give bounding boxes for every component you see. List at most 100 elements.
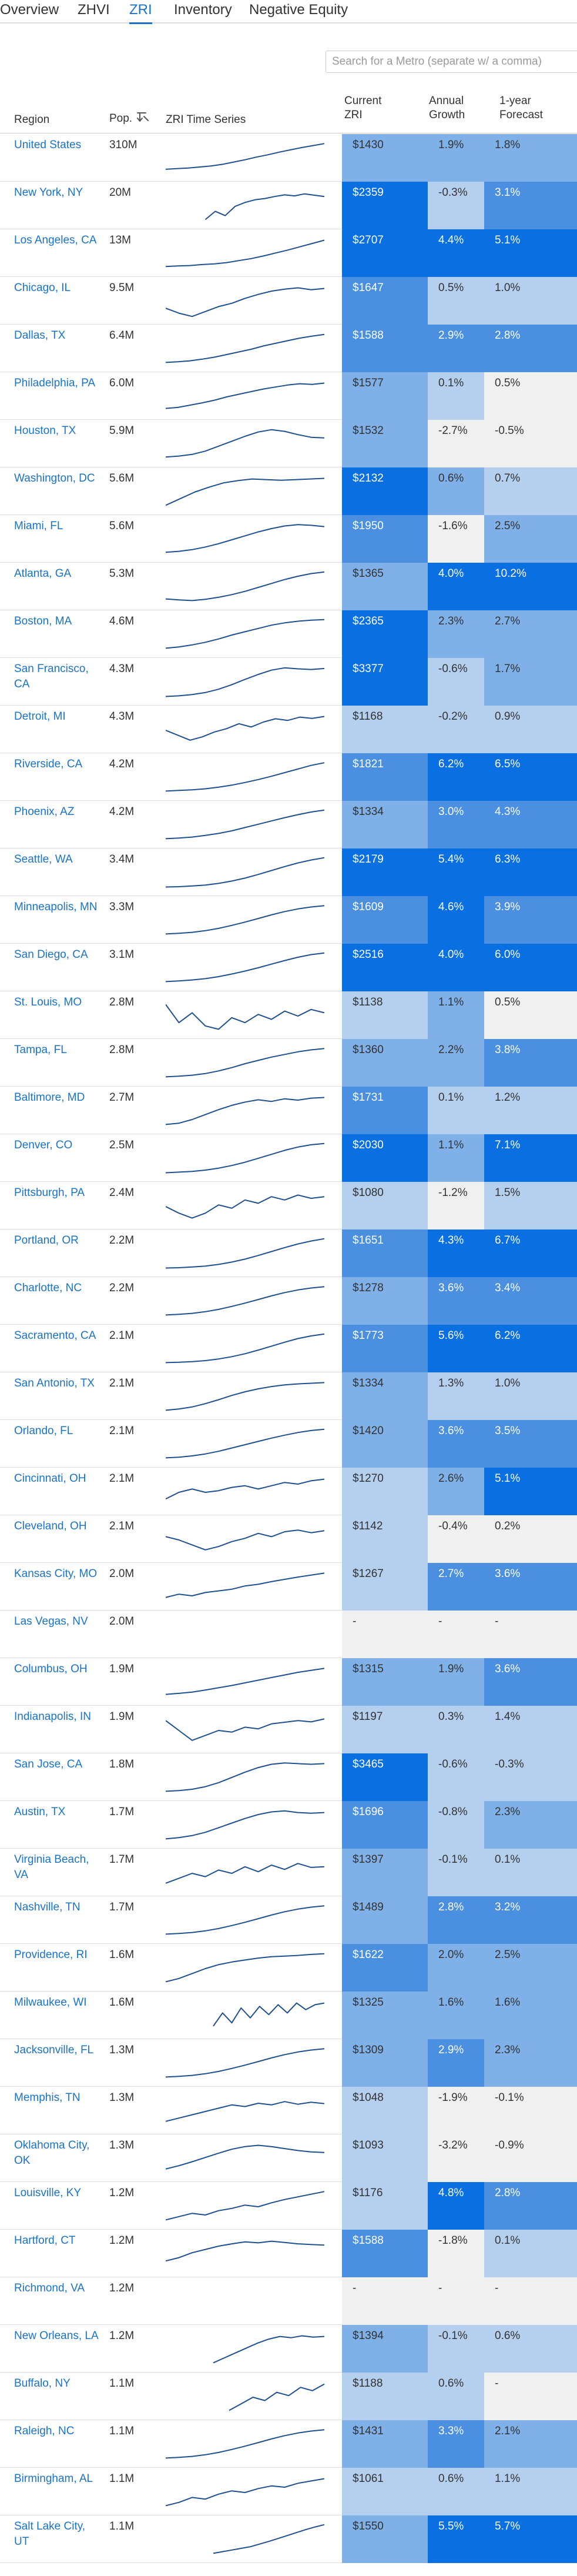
region-link-san-francisco-ca[interactable]: San Francisco, CA — [14, 663, 89, 690]
region-link-st-louis-mo[interactable]: St. Louis, MO — [14, 996, 82, 1008]
region-link-raleigh-nc[interactable]: Raleigh, NC — [14, 2425, 75, 2437]
row-divider — [0, 562, 342, 563]
current-zri-value: $1360 — [342, 1039, 428, 1087]
region-link-kansas-city-mo[interactable]: Kansas City, MO — [14, 1568, 98, 1580]
tab-zri[interactable]: ZRI — [129, 0, 152, 24]
region-link-richmond-va[interactable]: Richmond, VA — [14, 2282, 85, 2294]
forecast-value: - — [484, 1611, 577, 1658]
sparkline-path — [166, 1762, 325, 1792]
table-row: Richmond, VA 1.2M - - - — [0, 2277, 577, 2325]
header-region[interactable]: Region — [14, 113, 50, 126]
sparkline-path — [166, 1428, 325, 1459]
population-value: 2.2M — [109, 1234, 135, 1247]
table-row: Portland, OR 2.2M $1651 4.3% 6.7% — [0, 1229, 577, 1277]
tab-inventory[interactable]: Inventory — [174, 2, 232, 18]
region-link-columbus-oh[interactable]: Columbus, OH — [14, 1663, 88, 1675]
region-link-pittsburgh-pa[interactable]: Pittsburgh, PA — [14, 1187, 85, 1199]
region-link-virginia-beach-va[interactable]: Virginia Beach, VA — [14, 1853, 89, 1881]
region-link-nashville-tn[interactable]: Nashville, TN — [14, 1901, 80, 1913]
forecast-value: 6.7% — [484, 1229, 577, 1277]
region-link-milwaukee-wi[interactable]: Milwaukee, WI — [14, 1996, 87, 2009]
population-value: 310M — [109, 139, 137, 151]
current-zri-value: $1309 — [342, 2039, 428, 2087]
region-link-oklahoma-city-ok[interactable]: Oklahoma City, OK — [14, 2139, 90, 2167]
annual-growth-value: 1.3% — [428, 1372, 484, 1420]
region-link-cincinnati-oh[interactable]: Cincinnati, OH — [14, 1472, 86, 1485]
region-link-orlando-fl[interactable]: Orlando, FL — [14, 1425, 73, 1437]
row-divider — [0, 276, 342, 277]
sparkline-path — [213, 2524, 325, 2554]
annual-growth-value: 4.0% — [428, 944, 484, 991]
population-value: 1.3M — [109, 2139, 135, 2151]
region-link-riverside-ca[interactable]: Riverside, CA — [14, 758, 83, 770]
region-link-providence-ri[interactable]: Providence, RI — [14, 1949, 88, 1961]
region-link-new-york-ny[interactable]: New York, NY — [14, 186, 83, 199]
region-link-indianapolis-in[interactable]: Indianapolis, IN — [14, 1710, 91, 1723]
zri-sparkline — [213, 2335, 325, 2364]
region-link-chicago-il[interactable]: Chicago, IL — [14, 282, 71, 294]
sparkline-path — [166, 2144, 325, 2170]
region-link-sacramento-ca[interactable]: Sacramento, CA — [14, 1329, 96, 1342]
region-link-las-vegas-nv[interactable]: Las Vegas, NV — [14, 1615, 88, 1628]
region-link-detroit-mi[interactable]: Detroit, MI — [14, 710, 66, 723]
sort-icon[interactable] — [135, 109, 150, 125]
region-link-denver-co[interactable]: Denver, CO — [14, 1139, 73, 1151]
tab-zhvi[interactable]: ZHVI — [78, 2, 110, 18]
population-value: 1.9M — [109, 1710, 135, 1723]
table-row: Denver, CO 2.5M $2030 1.1% 7.1% — [0, 1134, 577, 1182]
population-value: 1.1M — [109, 2473, 135, 2485]
region-link-seattle-wa[interactable]: Seattle, WA — [14, 853, 73, 866]
zri-sparkline — [166, 429, 325, 458]
region-link-austin-tx[interactable]: Austin, TX — [14, 1806, 66, 1818]
zri-sparkline — [166, 1142, 325, 1174]
region-link-charlotte-nc[interactable]: Charlotte, NC — [14, 1282, 82, 1294]
region-link-philadelphia-pa[interactable]: Philadelphia, PA — [14, 377, 96, 389]
region-link-jacksonville-fl[interactable]: Jacksonville, FL — [14, 2044, 94, 2056]
sparkline-path — [166, 1286, 325, 1316]
table-row: Detroit, MI 4.3M $1168 -0.2% 0.9% — [0, 706, 577, 753]
zri-sparkline — [166, 716, 325, 741]
region-link-portland-or[interactable]: Portland, OR — [14, 1234, 79, 1247]
region-link-atlanta-ga[interactable]: Atlanta, GA — [14, 567, 72, 580]
region-link-minneapolis-mn[interactable]: Minneapolis, MN — [14, 901, 98, 913]
zri-sparkline — [166, 1478, 325, 1500]
region-link-miami-fl[interactable]: Miami, FL — [14, 520, 63, 532]
region-link-birmingham-al[interactable]: Birmingham, AL — [14, 2473, 93, 2485]
population-value: 1.7M — [109, 1806, 135, 1818]
zri-sparkline — [166, 2144, 325, 2170]
tab-negative-equity[interactable]: Negative Equity — [249, 2, 348, 18]
region-link-phoenix-az[interactable]: Phoenix, AZ — [14, 806, 75, 818]
region-link-salt-lake-city-ut[interactable]: Salt Lake City, UT — [14, 2520, 86, 2548]
population-value: 1.1M — [109, 2425, 135, 2437]
region-link-new-orleans-la[interactable]: New Orleans, LA — [14, 2330, 99, 2342]
region-link-cleveland-oh[interactable]: Cleveland, OH — [14, 1520, 87, 1532]
region-link-san-antonio-tx[interactable]: San Antonio, TX — [14, 1377, 95, 1389]
forecast-value: 2.5% — [484, 515, 577, 563]
region-link-louisville-ky[interactable]: Louisville, KY — [14, 2187, 82, 2199]
metro-search-input[interactable] — [326, 51, 577, 73]
table-row: Buffalo, NY 1.1M $1188 0.6% - — [0, 2373, 577, 2420]
zri-sparkline — [166, 857, 325, 888]
tab-overview[interactable]: Overview — [0, 2, 59, 18]
population-value: 1.2M — [109, 2282, 135, 2294]
region-link-tampa-fl[interactable]: Tampa, FL — [14, 1044, 67, 1056]
region-link-boston-ma[interactable]: Boston, MA — [14, 615, 72, 627]
region-link-los-angeles-ca[interactable]: Los Angeles, CA — [14, 234, 97, 246]
region-link-baltimore-md[interactable]: Baltimore, MD — [14, 1091, 85, 1104]
header-pop[interactable]: Pop. — [109, 112, 133, 125]
region-link-hartford-ct[interactable]: Hartford, CT — [14, 2234, 76, 2247]
region-link-memphis-tn[interactable]: Memphis, TN — [14, 2091, 80, 2104]
sparkline-path — [166, 1572, 325, 1598]
header-current-zri: Current ZRI — [344, 94, 381, 122]
region-link-san-jose-ca[interactable]: San Jose, CA — [14, 1758, 83, 1770]
region-link-buffalo-ny[interactable]: Buffalo, NY — [14, 2377, 71, 2390]
region-link-washington-dc[interactable]: Washington, DC — [14, 472, 95, 485]
region-link-san-diego-ca[interactable]: San Diego, CA — [14, 948, 88, 961]
sparkline-path — [166, 1238, 325, 1269]
region-link-houston-tx[interactable]: Houston, TX — [14, 425, 76, 437]
current-zri-value: $1188 — [342, 2373, 428, 2420]
region-link-united-states[interactable]: United States — [14, 139, 82, 151]
annual-growth-value: -0.1% — [428, 2325, 484, 2373]
region-link-dallas-tx[interactable]: Dallas, TX — [14, 329, 66, 342]
current-zri-value: $1270 — [342, 1468, 428, 1515]
